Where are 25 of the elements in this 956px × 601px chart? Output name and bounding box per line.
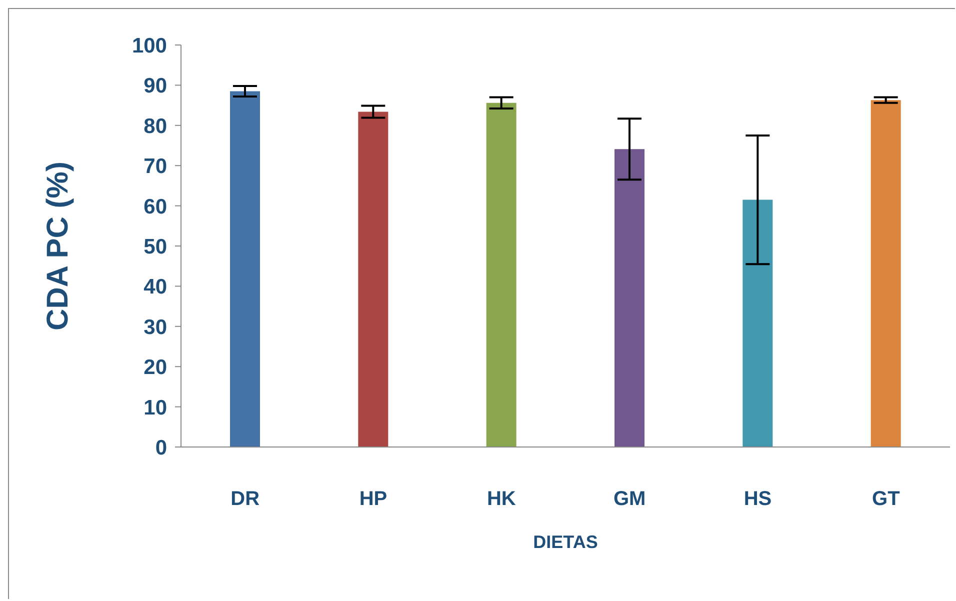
y-tick-label: 80 — [144, 114, 167, 138]
x-tick-label: HS — [744, 488, 772, 510]
x-axis-title: DIETAS — [533, 532, 598, 552]
x-tick-label: HK — [486, 488, 516, 510]
bar — [870, 100, 901, 447]
y-tick-label: 100 — [132, 34, 167, 58]
y-tick-label: 10 — [144, 396, 167, 420]
bar — [742, 200, 773, 447]
bar — [486, 102, 516, 447]
x-tick-label: GM — [613, 488, 646, 510]
y-tick-label: 0 — [155, 436, 167, 460]
y-tick-label: 60 — [144, 195, 167, 218]
y-tick-label: 70 — [144, 155, 167, 178]
y-tick-label: 90 — [144, 74, 167, 98]
x-tick-label: HP — [359, 488, 388, 510]
bar — [614, 149, 644, 447]
x-tick-label: DR — [230, 488, 260, 510]
y-tick-label: 20 — [144, 356, 167, 380]
y-tick-label: 30 — [144, 316, 167, 339]
bar — [230, 91, 260, 447]
y-axis-title: CDA PC (%) — [42, 162, 75, 330]
bar — [358, 112, 388, 447]
x-tick-label: GT — [872, 488, 900, 510]
y-tick-label: 50 — [144, 235, 167, 258]
y-tick-label: 40 — [144, 276, 167, 299]
